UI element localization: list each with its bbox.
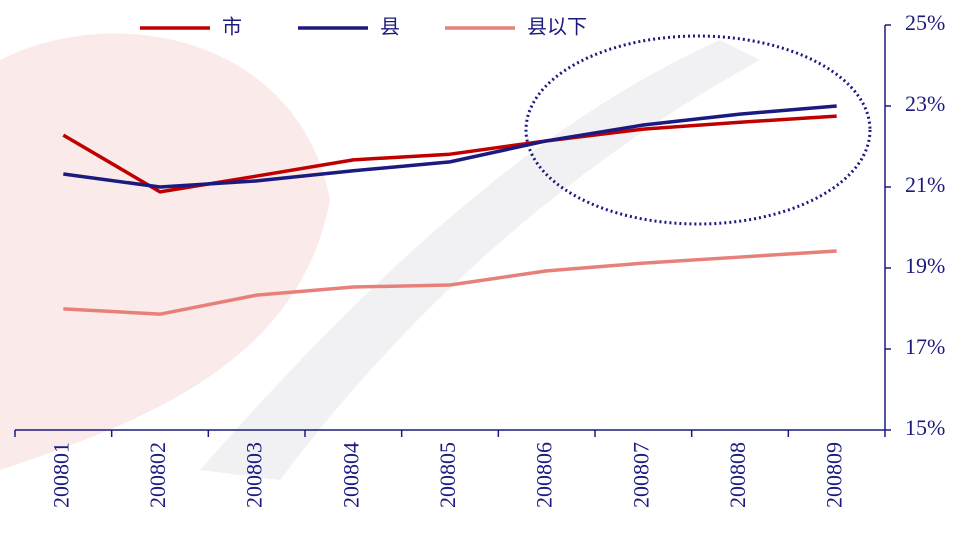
background-swoosh [200, 40, 760, 480]
x-tick-label: 200805 [435, 442, 460, 508]
x-tick-label: 200808 [725, 442, 750, 508]
x-tick-label: 200809 [822, 442, 847, 508]
highlight-ellipse [524, 34, 872, 226]
x-tick-label: 200806 [532, 442, 557, 508]
x-tick-label: 200803 [242, 442, 267, 508]
y-tick-label: 21% [905, 172, 945, 197]
y-tick-label: 25% [905, 10, 945, 35]
y-tick-label: 15% [905, 415, 945, 440]
series-line [63, 104, 837, 189]
legend-label: 县 [380, 15, 400, 39]
y-tick-label: 19% [905, 253, 945, 278]
x-tick-label: 200802 [145, 442, 170, 508]
x-tick-label: 200801 [48, 442, 73, 508]
y-tick-label: 23% [905, 91, 945, 116]
legend-label: 县以下 [527, 15, 587, 39]
x-tick-label: 200807 [628, 442, 653, 508]
legend-label: 市 [222, 15, 242, 39]
series-line [63, 249, 837, 316]
y-tick-label: 17% [905, 334, 945, 359]
background-shape [0, 33, 330, 471]
x-tick-label: 200804 [338, 442, 363, 508]
